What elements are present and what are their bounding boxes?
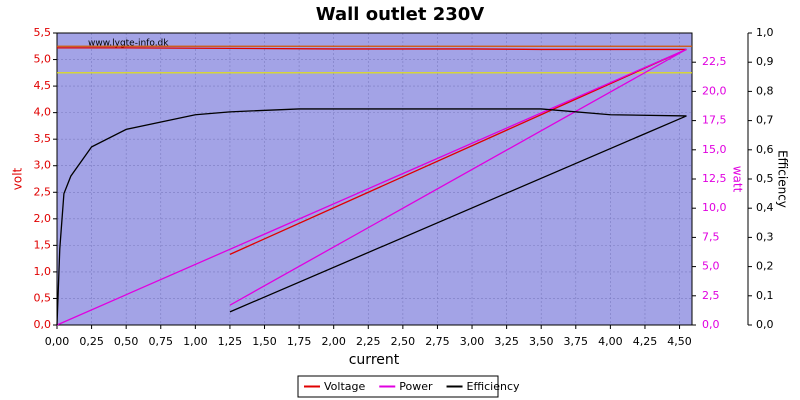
y2-tick-label: 22,5: [702, 55, 727, 68]
y3-tick-label: 0,3: [756, 230, 774, 243]
legend-label: Power: [399, 380, 433, 393]
x-tick-label: 1,75: [287, 335, 312, 348]
y2-tick-label: 5,0: [702, 260, 720, 273]
x-tick-label: 0,75: [149, 335, 174, 348]
y-tick-label: 2,0: [34, 212, 52, 225]
x-tick-label: 0,50: [114, 335, 139, 348]
x-tick-label: 3,75: [564, 335, 589, 348]
y2-tick-label: 2,5: [702, 289, 720, 302]
series-line: [56, 48, 687, 326]
x-tick-label: 2,25: [356, 335, 381, 348]
plot-border: [56, 32, 693, 326]
y3-tick-label: 0,8: [756, 84, 774, 97]
watermark: www.lygte-info.dk: [88, 39, 169, 49]
series-line: [57, 47, 687, 255]
y3-tick-label: 0,4: [756, 201, 774, 214]
x-tick-label: 0,00: [45, 335, 70, 348]
y2-tick-label: 7,5: [702, 230, 720, 243]
x-tick-label: 1,50: [252, 335, 277, 348]
y3-tick-label: 0,5: [756, 172, 774, 185]
x-tick-label: 4,25: [633, 335, 658, 348]
plot-area: [57, 33, 692, 325]
x-tick-label: 1,00: [183, 335, 208, 348]
x-tick-label: 4,00: [598, 335, 623, 348]
legend: [297, 375, 499, 398]
y3-tick-label: 0,1: [756, 289, 774, 302]
y-tick-label: 3,5: [34, 132, 52, 145]
x-axis-label: current: [349, 352, 400, 368]
y3-tick-label: 0,0: [756, 318, 774, 331]
legend-label: Efficiency: [467, 380, 520, 393]
y2-tick-label: 17,5: [702, 114, 727, 127]
y-axis-label: volt: [11, 167, 25, 190]
x-tick-label: 2,50: [391, 335, 416, 348]
y-tick-label: 3,0: [34, 159, 52, 172]
x-tick-label: 3,00: [460, 335, 485, 348]
y3-tick-label: 0,6: [756, 143, 774, 156]
y-tick-label: 1,5: [34, 238, 52, 251]
x-tick-label: 2,75: [425, 335, 450, 348]
x-tick-label: 2,00: [321, 335, 346, 348]
y-tick-label: 0,5: [34, 291, 52, 304]
x-tick-label: 0,25: [79, 335, 104, 348]
x-tick-label: 1,25: [218, 335, 243, 348]
y-tick-label: 4,0: [34, 106, 52, 119]
y-tick-label: 5,0: [34, 53, 52, 66]
y2-tick-label: 20,0: [702, 84, 727, 97]
y-tick-label: 1,0: [34, 265, 52, 278]
y3-tick-label: 0,7: [756, 114, 774, 127]
y2-tick-label: 12,5: [702, 172, 727, 185]
x-tick-label: 3,50: [529, 335, 554, 348]
y2-tick-label: 10,0: [702, 201, 727, 214]
y3-axis-label: Efficiency: [776, 150, 790, 208]
y-tick-label: 0,0: [34, 318, 52, 331]
y3-tick-label: 0,2: [756, 260, 774, 273]
legend-label: Voltage: [324, 380, 365, 393]
y2-tick-label: 15,0: [702, 143, 727, 156]
x-tick-label: 3,25: [494, 335, 519, 348]
y-tick-label: 2,5: [34, 185, 52, 198]
y-tick-label: 4,5: [34, 79, 52, 92]
y2-axis-label: watt: [731, 166, 745, 193]
series-line: [56, 108, 687, 326]
y-tick-label: 5,5: [34, 26, 52, 39]
y2-tick-label: 0,0: [702, 318, 720, 331]
x-tick-label: 4,50: [667, 335, 692, 348]
y3-tick-label: 0,9: [756, 55, 774, 68]
y3-tick-label: 1,0: [756, 26, 774, 39]
chart-title: Wall outlet 230V: [316, 4, 485, 25]
